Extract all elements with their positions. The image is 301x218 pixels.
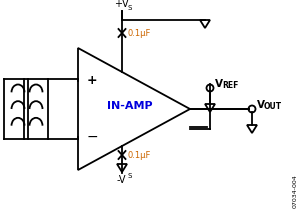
Polygon shape <box>117 164 127 172</box>
Text: V: V <box>215 79 223 89</box>
Text: OUT: OUT <box>264 102 282 111</box>
Text: S: S <box>128 173 132 179</box>
Polygon shape <box>205 104 215 112</box>
Text: V: V <box>257 100 265 110</box>
Polygon shape <box>78 48 190 170</box>
Text: 0.1μF: 0.1μF <box>128 29 151 37</box>
Polygon shape <box>247 125 257 133</box>
Text: +V: +V <box>114 0 128 9</box>
Text: S: S <box>128 5 132 11</box>
Text: REF: REF <box>222 82 238 90</box>
Text: +: + <box>87 75 97 87</box>
Text: −: − <box>86 130 98 144</box>
Polygon shape <box>200 20 210 28</box>
Text: 07034-004: 07034-004 <box>293 174 297 208</box>
Text: -V: -V <box>116 175 126 185</box>
Text: 0.1μF: 0.1μF <box>128 150 151 160</box>
Text: IN-AMP: IN-AMP <box>107 101 153 111</box>
